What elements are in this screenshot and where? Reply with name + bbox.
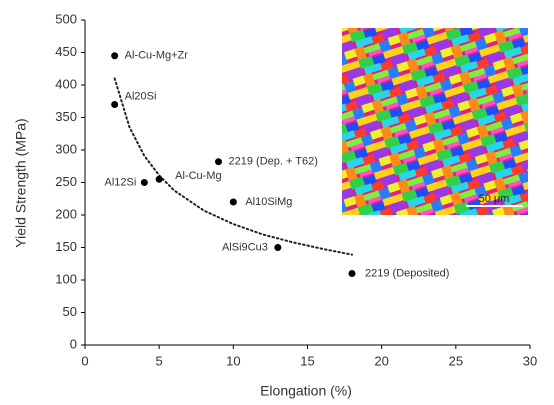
y-tick-label: 350 — [55, 109, 77, 124]
point — [156, 176, 163, 183]
y-tick-label: 150 — [55, 239, 77, 254]
x-tick-label: 0 — [81, 353, 88, 368]
point-label: Al12Si — [105, 176, 137, 188]
point — [349, 270, 356, 277]
chart: 50 μm Elongation (%) Yield Strength (MPa… — [0, 0, 554, 405]
point-label: 2219 (Dep. + T62) — [229, 156, 318, 168]
point-label: AlSi9Cu3 — [222, 241, 268, 253]
y-tick-label: 100 — [55, 271, 77, 286]
y-tick-label: 400 — [55, 76, 77, 91]
x-tick-label: 25 — [449, 353, 463, 368]
y-tick-label: 50 — [63, 304, 77, 319]
point — [230, 199, 237, 206]
point — [274, 244, 281, 251]
y-tick-label: 500 — [55, 11, 77, 26]
point-label: Al20Si — [125, 90, 157, 102]
y-tick-label: 200 — [55, 206, 77, 221]
x-tick-label: 5 — [156, 353, 163, 368]
micrograph — [342, 28, 528, 215]
point-label: Al-Cu-Mg — [175, 170, 221, 182]
point — [111, 101, 118, 108]
x-tick-label: 30 — [523, 353, 537, 368]
point-label: 2219 (Deposited) — [365, 267, 449, 279]
inset-image: 50 μm — [342, 28, 528, 215]
point — [111, 52, 118, 59]
y-axis-title: Yield Strength (MPa) — [13, 118, 29, 247]
x-axis-title: Elongation (%) — [260, 383, 352, 399]
y-tick-label: 250 — [55, 174, 77, 189]
x-tick-label: 10 — [226, 353, 240, 368]
y-tick-label: 300 — [55, 141, 77, 156]
y-tick-label: 450 — [55, 44, 77, 59]
point-label: Al-Cu-Mg+Zr — [125, 50, 189, 62]
x-tick-label: 15 — [300, 353, 314, 368]
point — [215, 158, 222, 165]
y-tick-label: 0 — [70, 336, 77, 351]
point-label: Al10SiMg — [245, 196, 292, 208]
point — [141, 179, 148, 186]
x-tick-label: 20 — [374, 353, 388, 368]
scale-label: 50 μm — [479, 193, 510, 205]
